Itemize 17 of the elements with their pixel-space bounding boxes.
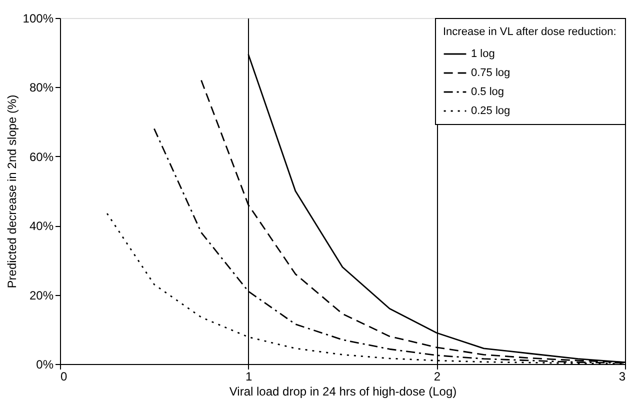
legend-label: 1 log	[471, 48, 495, 60]
y-tick-label: 0%	[36, 358, 54, 372]
y-tick-label: 60%	[29, 150, 54, 164]
y-tick-label: 40%	[29, 219, 54, 234]
y-axis-title: Predicted decrease in 2nd slope (%)	[4, 94, 19, 288]
x-tick-label: 0	[60, 370, 68, 384]
legend-title: Increase in VL after dose reduction:	[443, 26, 616, 38]
legend-label: 0.5 log	[471, 86, 504, 98]
x-tick-label: 1	[245, 370, 252, 384]
x-axis-title: Viral load drop in 24 hrs of high-dose (Log)	[229, 384, 457, 398]
y-tick-label: 80%	[29, 80, 54, 95]
legend-label: 0.75 log	[471, 67, 510, 79]
x-tick-label: 2	[434, 370, 441, 384]
y-tick-label: 100%	[22, 12, 54, 26]
x-tick-label: 3	[618, 370, 626, 384]
legend-label: 0.25 log	[471, 105, 510, 117]
y-tick-label: 20%	[29, 288, 54, 302]
